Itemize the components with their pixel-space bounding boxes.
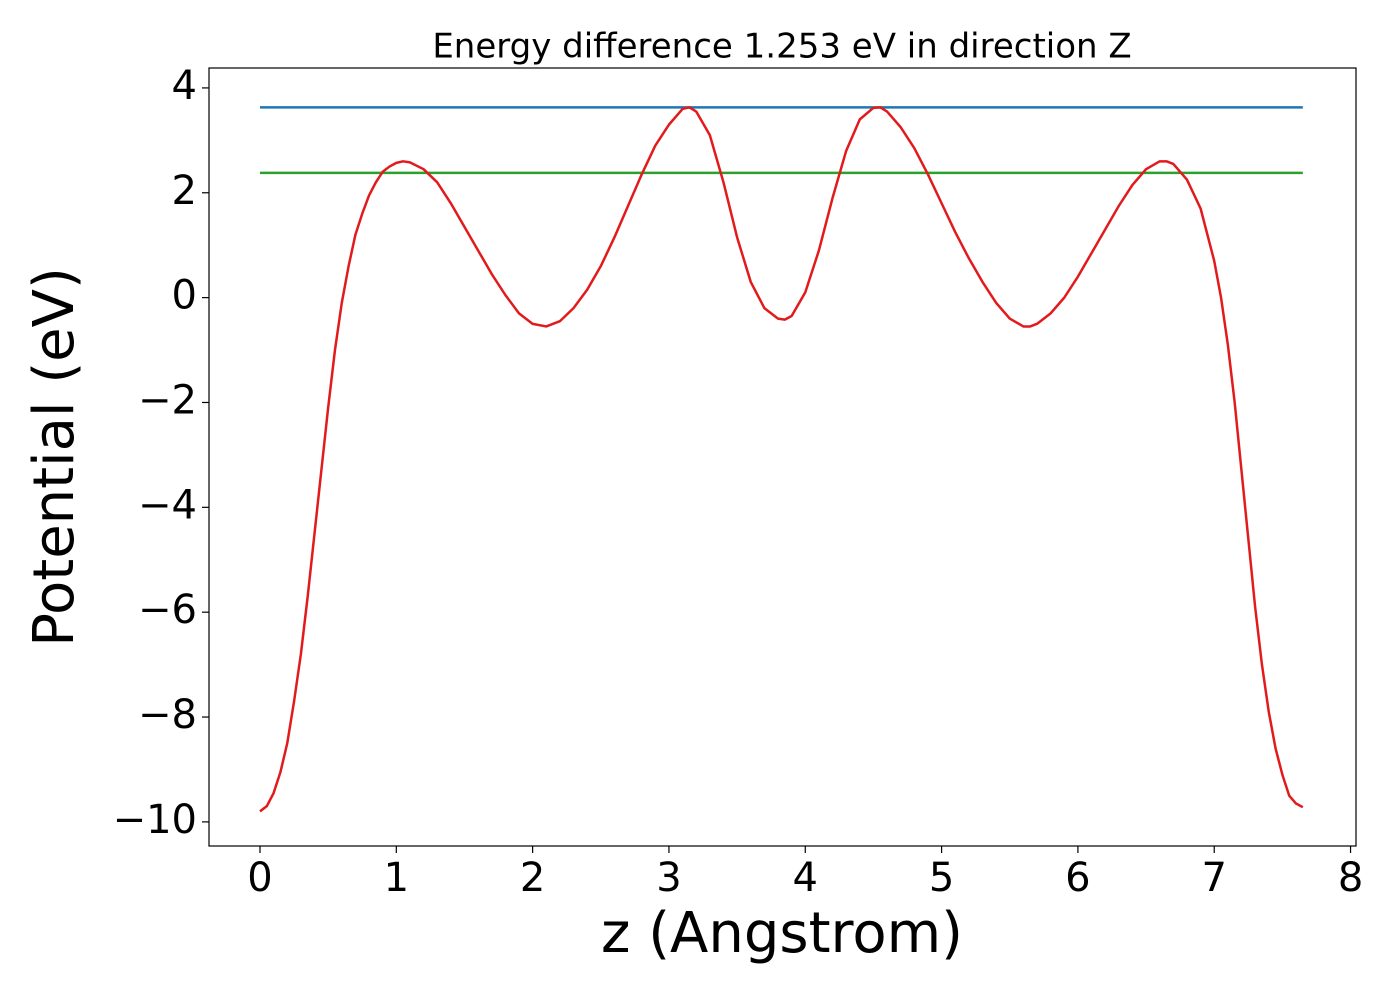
x-tick-label: 7 — [1202, 855, 1227, 901]
x-tick-label: 8 — [1338, 855, 1363, 901]
y-axis-label: Potential (eV) — [22, 267, 87, 647]
y-tick-label: 0 — [172, 273, 197, 319]
x-tick-label: 3 — [656, 855, 681, 901]
y-tick-label: −8 — [138, 692, 197, 738]
x-tick-label: 2 — [520, 855, 545, 901]
plot-frame — [208, 67, 1357, 847]
x-tick-label: 6 — [1065, 855, 1090, 901]
y-tick-label: −10 — [113, 797, 197, 843]
x-tick-label: 5 — [929, 855, 954, 901]
y-tick-label: −2 — [138, 377, 197, 423]
y-tick-label: 2 — [172, 168, 197, 214]
chart-title: Energy difference 1.253 eV in direction … — [432, 27, 1131, 67]
x-tick-label: 0 — [247, 855, 272, 901]
line — [259, 106, 1304, 813]
y-tick-label: −6 — [138, 587, 197, 633]
x-tick-label: 4 — [793, 855, 818, 901]
y-tick-label: −4 — [138, 482, 197, 528]
y-tick-label: 4 — [172, 63, 197, 109]
x-tick-label: 1 — [384, 855, 409, 901]
x-axis-label: z (Angstrom) — [601, 901, 963, 966]
